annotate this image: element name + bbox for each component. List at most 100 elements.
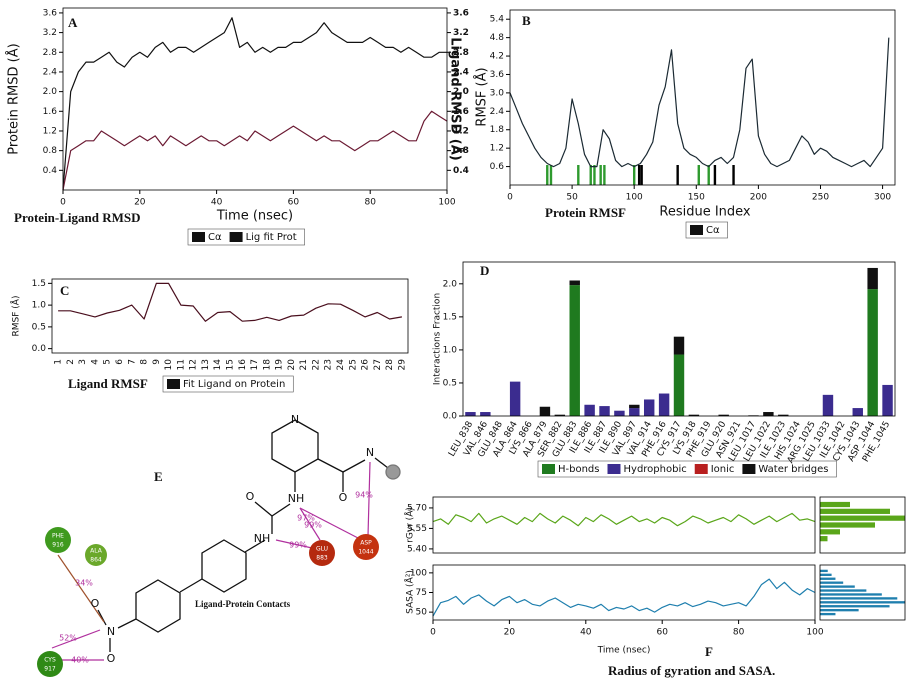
legend-frame <box>162 375 294 393</box>
bar-segment <box>867 267 878 290</box>
bar-segment <box>629 404 640 409</box>
plot-frame <box>462 261 896 417</box>
caption: Ligand RMSF <box>68 376 148 391</box>
histogram-bar <box>820 593 882 596</box>
y2-tick-label: 0.4 <box>453 166 469 176</box>
x-tick-label: 7 <box>127 359 137 365</box>
legend-label: Lig fit Prot <box>246 232 297 243</box>
bond <box>317 458 344 473</box>
bar-segment <box>867 289 878 416</box>
x-tick-label: 27 <box>373 359 383 370</box>
contact-marker <box>546 165 549 185</box>
legend-swatch <box>607 464 621 474</box>
histogram-bar <box>820 601 905 604</box>
y-tick-label: 50 <box>416 608 428 618</box>
contact-arrow <box>299 507 321 541</box>
bond <box>97 609 107 626</box>
residue-number: 1044 <box>358 549 373 556</box>
legend-frame <box>187 228 305 246</box>
x-tick-label: 6 <box>115 359 125 365</box>
residue-number: 864 <box>90 557 102 564</box>
x-tick-label: 0 <box>60 198 66 208</box>
atom: N <box>107 625 115 638</box>
y-axis-title: RMSF (Å) <box>474 67 490 126</box>
caption: Protein RMSF <box>545 205 626 220</box>
x-tick-label: 250 <box>812 193 829 203</box>
x-tick-label: 23 <box>324 359 334 370</box>
residue-number: 916 <box>52 542 64 549</box>
y-tick-label: 1.0 <box>443 345 458 355</box>
ligand-diagram <box>97 419 401 652</box>
histogram-bar <box>820 573 832 576</box>
y-tick-label: 2.4 <box>43 67 58 77</box>
x-tick-label: 200 <box>750 193 767 203</box>
bar-segment <box>718 414 729 416</box>
panel-label: F <box>705 644 713 659</box>
y-tick-label: 0.6 <box>490 162 505 172</box>
residue-ball <box>37 651 63 677</box>
x-tick-label: 19 <box>275 359 285 371</box>
contact-marker <box>589 165 592 185</box>
histogram-bar <box>820 529 840 535</box>
residue-name: CYS <box>44 657 56 664</box>
y-tick-label: 1.2 <box>490 144 504 154</box>
x-tick-label: 80 <box>364 198 376 208</box>
y2-tick-label: 2.0 <box>453 87 469 97</box>
legend-swatch <box>542 464 555 474</box>
bond <box>374 457 389 469</box>
contact-arrow <box>51 629 101 649</box>
x-tick-label: 150 <box>688 193 705 203</box>
bond <box>271 503 291 517</box>
y-tick-label: 4.2 <box>490 52 504 62</box>
bar-segment <box>569 285 580 416</box>
legend-label: Cα <box>208 232 222 243</box>
y-tick-label: 0.4 <box>43 166 58 176</box>
contact-marker <box>707 165 710 185</box>
x-tick-label: 60 <box>288 198 300 208</box>
x-tick-label: 20 <box>134 198 146 208</box>
plot-frame <box>509 9 896 186</box>
bar-segment <box>673 354 685 416</box>
y2-tick-label: 0.8 <box>453 146 469 156</box>
bond <box>342 459 366 473</box>
bar-segment <box>763 412 774 416</box>
bond <box>179 578 203 593</box>
y-tick-label: 3.2 <box>43 28 57 38</box>
atom: O <box>246 490 255 503</box>
data-line <box>509 37 890 168</box>
y-tick-label: 1.0 <box>32 301 47 311</box>
histogram-bar <box>820 536 828 542</box>
legend-swatch <box>694 464 708 474</box>
contact-marker <box>713 165 717 185</box>
bar-segment <box>658 393 670 416</box>
contact-marker <box>577 165 580 185</box>
x-tick-label: 100 <box>626 193 643 203</box>
bar-segment <box>882 384 893 416</box>
x-tick-label: 300 <box>874 193 891 203</box>
contact-marker <box>632 165 636 185</box>
residue-number: 883 <box>316 555 328 562</box>
y-tick-label: 3.6 <box>490 70 505 80</box>
histogram-bar <box>820 609 859 612</box>
x-tick-label: 3 <box>78 359 88 365</box>
legend-label: Ionic <box>711 464 735 475</box>
y-axis-title: RMSF (Å) <box>10 296 22 337</box>
plot-frame <box>432 564 816 621</box>
legend-swatch <box>229 232 243 242</box>
x-tick-label: 40 <box>211 198 223 208</box>
contact-percent: 40% <box>71 656 89 665</box>
y2-tick-label: 1.6 <box>453 107 469 117</box>
histogram-bar <box>820 581 844 584</box>
y-tick-label: 1.5 <box>32 279 46 289</box>
y-axis-title: SASA (Å²) <box>404 570 416 614</box>
bar-segment <box>480 412 491 416</box>
residue-name: GLU <box>316 546 328 553</box>
x-tick-label: 2 <box>66 359 76 365</box>
x-axis-title: Time (nsec) <box>216 209 293 224</box>
contact-marker <box>593 165 596 185</box>
contact-marker <box>640 165 643 185</box>
y-tick-label: 5.55 <box>407 524 427 534</box>
x-axis-title: Residue Index <box>659 205 751 220</box>
contact-marker <box>599 165 602 185</box>
residue-ball <box>85 544 107 566</box>
